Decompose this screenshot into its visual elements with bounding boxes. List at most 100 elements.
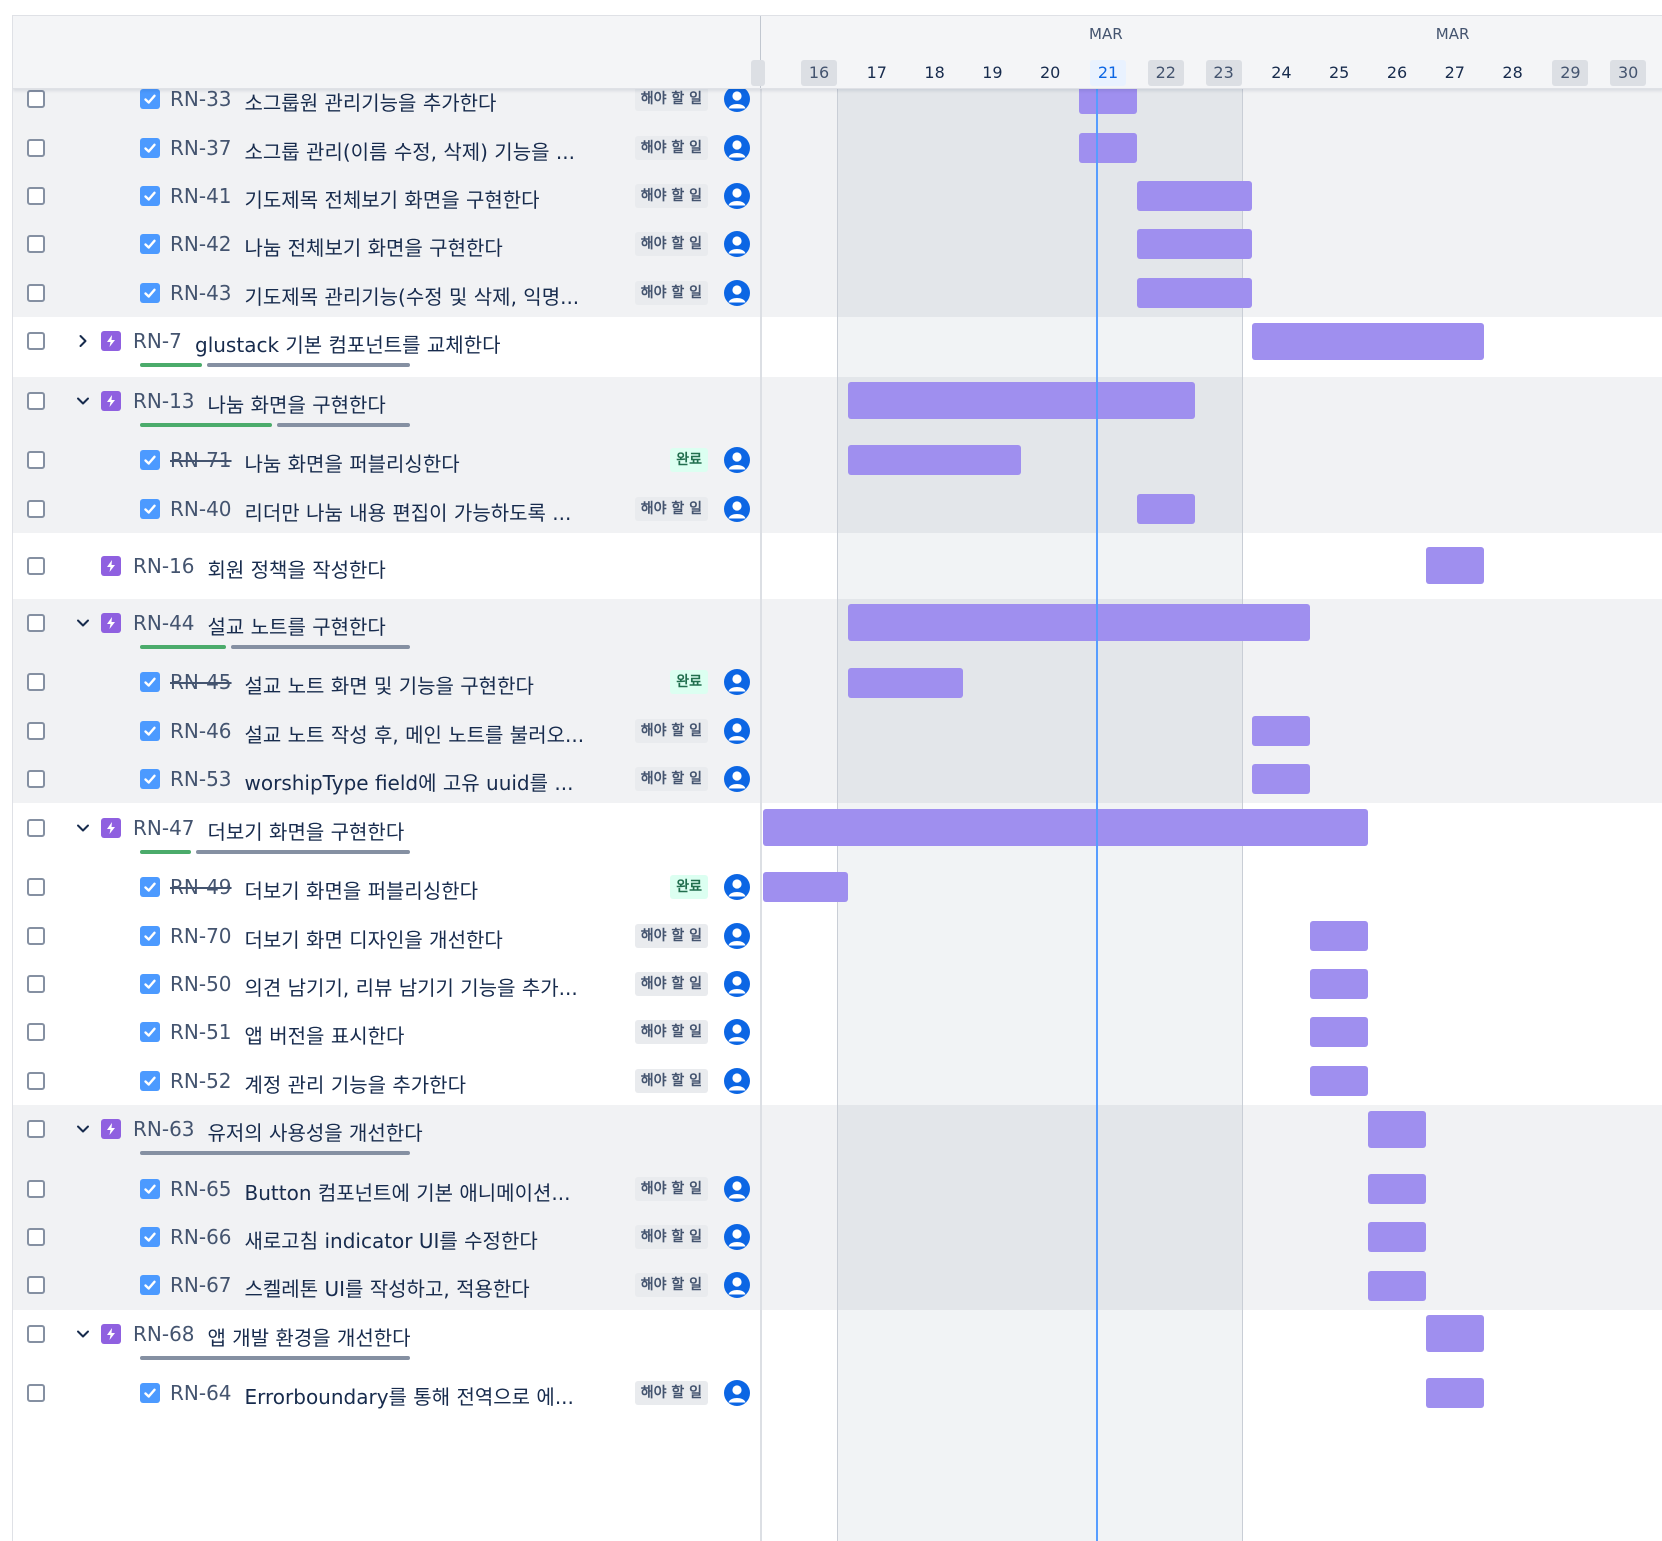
task-row[interactable]: RN-71 나눔 화면을 퍼블리싱한다 완료 [13,436,760,484]
schedule-bar-rn-65[interactable] [1368,1173,1426,1204]
day-label-20[interactable]: 20 [1040,63,1061,82]
issue-key[interactable]: RN-33 [170,87,232,112]
row-checkbox[interactable] [27,451,45,470]
issue-key[interactable]: RN-53 [170,767,232,792]
day-label-24[interactable]: 24 [1271,63,1292,82]
epic-row[interactable]: RN-13 나눔 화면을 구현한다 [13,377,760,437]
assignee-avatar[interactable] [724,669,750,696]
schedule-bar-rn-41[interactable] [1136,181,1253,211]
issue-key[interactable]: RN-52 [170,1068,232,1093]
task-row[interactable]: RN-42 나눔 전체보기 화면을 구현한다 해야 할 일 [13,220,760,268]
day-label-22[interactable]: 22 [1147,60,1184,86]
chevron-right-icon[interactable] [73,331,93,351]
issue-summary[interactable]: 더보기 화면을 퍼블리싱한다 [244,879,479,904]
schedule-bar-rn-46[interactable] [1252,715,1311,746]
issue-summary[interactable]: 더보기 화면 디자인을 개선한다 [244,927,503,952]
schedule-bar-rn-45[interactable] [847,667,964,698]
issue-key[interactable]: RN-43 [170,280,232,305]
row-checkbox[interactable] [27,1324,45,1343]
chevron-down-icon[interactable] [73,613,93,633]
assignee-avatar[interactable] [724,495,750,522]
day-label-19[interactable]: 19 [982,63,1003,82]
chevron-down-icon[interactable] [73,1324,93,1344]
issue-key[interactable]: RN-49 [170,875,232,900]
chevron-down-icon[interactable] [73,818,93,838]
row-checkbox[interactable] [27,974,45,993]
schedule-bar-rn-52[interactable] [1310,1065,1368,1096]
status-lozenge[interactable]: 해야 할 일 [634,135,708,160]
issue-key[interactable]: RN-66 [170,1225,232,1250]
task-row[interactable]: RN-53 worshipType field에 고유 uuid를 ... 해야 할… [13,755,760,803]
status-lozenge[interactable]: 해야 할 일 [634,923,708,948]
day-label-29[interactable]: 29 [1552,60,1589,86]
day-label-15[interactable] [751,60,765,86]
row-checkbox[interactable] [27,283,45,302]
schedule-bar-rn-16[interactable] [1425,547,1484,585]
assignee-avatar[interactable] [724,86,750,113]
issue-key[interactable]: RN-51 [170,1020,232,1045]
issue-summary[interactable]: 기도제목 관리기능(수정 및 삭제, 익명... [244,284,580,309]
epic-row[interactable]: RN-68 앱 개발 환경을 개선한다 [13,1310,760,1370]
task-row[interactable]: RN-67 스켈레톤 UI를 작성하고, 적용한다 해야 할 일 [13,1261,760,1309]
schedule-bar-rn-67[interactable] [1368,1270,1426,1301]
assignee-avatar[interactable] [724,279,750,306]
row-checkbox[interactable] [27,1023,45,1042]
issue-key[interactable]: RN-70 [170,923,232,948]
schedule-bar-rn-40[interactable] [1136,493,1195,524]
schedule-bar-rn-33[interactable] [1079,84,1137,115]
task-row[interactable]: RN-65 Button 컴포넌트에 기본 애니메이션... 해야 할 일 [13,1165,760,1213]
status-lozenge[interactable]: 해야 할 일 [634,1176,708,1201]
issue-summary[interactable]: Errorboundary를 통해 전역으로 에... [244,1385,574,1410]
task-row[interactable]: RN-43 기도제목 관리기능(수정 및 삭제, 익명... 해야 할 일 [13,269,760,317]
task-row[interactable]: RN-33 소그룹원 관리기능을 추가한다 해야 할 일 [13,75,760,123]
issue-summary[interactable]: 계정 관리 기능을 추가한다 [244,1072,466,1097]
task-row[interactable]: RN-64 Errorboundary를 통해 전역으로 에... 해야 할 일 [13,1369,760,1417]
issue-summary[interactable]: 기도제목 전체보기 화면을 구현한다 [244,187,540,212]
task-row[interactable]: RN-52 계정 관리 기능을 추가한다 해야 할 일 [13,1057,760,1105]
assignee-avatar[interactable] [724,1272,750,1299]
issue-summary[interactable]: 더보기 화면을 구현한다 [207,819,405,844]
schedule-bar-rn-66[interactable] [1368,1222,1426,1253]
issue-summary[interactable]: 나눔 화면을 구현한다 [207,392,386,417]
issue-key[interactable]: RN-64 [170,1381,232,1406]
day-label-25[interactable]: 25 [1329,63,1350,82]
issue-key[interactable]: RN-44 [133,610,195,635]
day-label-30[interactable]: 30 [1610,60,1647,86]
schedule-bar-rn-51[interactable] [1310,1017,1368,1048]
row-checkbox[interactable] [27,332,45,350]
issue-summary[interactable]: 스켈레톤 UI를 작성하고, 적용한다 [244,1277,530,1302]
row-checkbox[interactable] [27,1071,45,1090]
issue-key[interactable]: RN-42 [170,232,232,257]
schedule-bar-rn-37[interactable] [1079,132,1137,163]
chevron-down-icon[interactable] [73,1119,93,1139]
assignee-avatar[interactable] [724,182,750,209]
issue-key[interactable]: RN-47 [133,815,195,840]
row-checkbox[interactable] [27,673,45,692]
status-lozenge[interactable]: 해야 할 일 [634,280,708,305]
task-row[interactable]: RN-50 의견 남기기, 리뷰 남기기 기능을 추가... 해야 할 일 [13,960,760,1008]
assignee-avatar[interactable] [724,1380,750,1407]
issue-summary[interactable]: 리더만 나눔 내용 편집이 가능하도록 ... [244,500,572,525]
row-checkbox[interactable] [27,90,45,109]
assignee-avatar[interactable] [724,970,750,997]
row-checkbox[interactable] [27,818,45,837]
task-row[interactable]: RN-66 새로고침 indicator UI를 수정한다 해야 할 일 [13,1213,760,1261]
row-checkbox[interactable] [27,878,45,897]
schedule-bar-rn-70[interactable] [1310,920,1368,951]
issue-summary[interactable]: 앱 버전을 표시한다 [244,1024,405,1049]
status-lozenge[interactable]: 해야 할 일 [634,971,708,996]
issue-key[interactable]: RN-50 [170,971,232,996]
issue-summary[interactable]: 새로고침 indicator UI를 수정한다 [244,1229,538,1254]
issue-key[interactable]: RN-45 [170,670,232,695]
issue-summary[interactable]: 소그룹원 관리기능을 추가한다 [244,91,497,116]
task-row[interactable]: RN-46 설교 노트 작성 후, 메인 노트를 불러오... 해야 할 일 [13,707,760,755]
schedule-bar-rn-71[interactable] [847,445,1022,476]
assignee-avatar[interactable] [724,717,750,744]
chevron-down-icon[interactable] [73,391,93,411]
status-lozenge[interactable]: 해야 할 일 [634,183,708,208]
issue-key[interactable]: RN-40 [170,496,232,521]
day-label-26[interactable]: 26 [1386,63,1408,82]
issue-key[interactable]: RN-13 [133,388,195,413]
assignee-avatar[interactable] [724,874,750,901]
issue-key[interactable]: RN-63 [133,1117,195,1141]
